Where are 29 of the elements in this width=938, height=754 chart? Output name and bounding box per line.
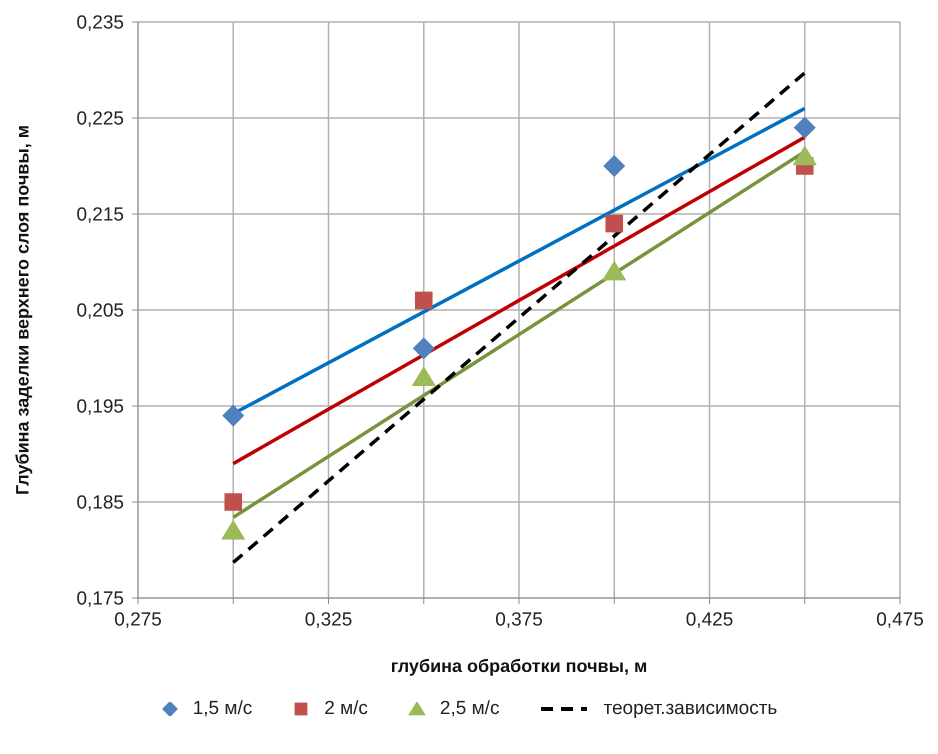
x-tick-label: 0,425 (686, 609, 734, 630)
point (603, 155, 626, 177)
point (222, 404, 244, 427)
x-tick-label: 0,325 (304, 609, 352, 630)
y-tick-label: 0,175 (76, 588, 124, 610)
x-tick-label: 0,475 (876, 609, 924, 630)
y-tick-label: 0,205 (76, 300, 124, 322)
x-tick-label: 0,375 (495, 609, 543, 630)
legend-label: 1,5 м/с (192, 698, 252, 720)
y-tick-label: 0,215 (76, 204, 124, 226)
x-axis-title: глубина обработки почвы, м (390, 656, 648, 676)
y-axis-title: Глубина заделки верхнего слоя почвы, м (12, 124, 32, 496)
y-tick-label: 0,185 (76, 492, 124, 514)
point (412, 366, 436, 386)
point (792, 145, 817, 166)
y-tick-label: 0,225 (76, 108, 124, 130)
legend-label: 2,5 м/с (440, 698, 500, 720)
point (602, 260, 626, 280)
point (794, 116, 816, 139)
legend-label: 2 м/с (324, 698, 368, 720)
x-tick-label: 0,275 (114, 609, 162, 630)
y-tick-label: 0,195 (76, 396, 124, 418)
point (414, 292, 433, 310)
legend-label: теорет.зависимость (603, 698, 778, 720)
point (412, 337, 435, 360)
y-tick-label: 0,235 (76, 12, 124, 34)
point (605, 214, 624, 232)
point (224, 493, 242, 511)
point (221, 520, 246, 540)
